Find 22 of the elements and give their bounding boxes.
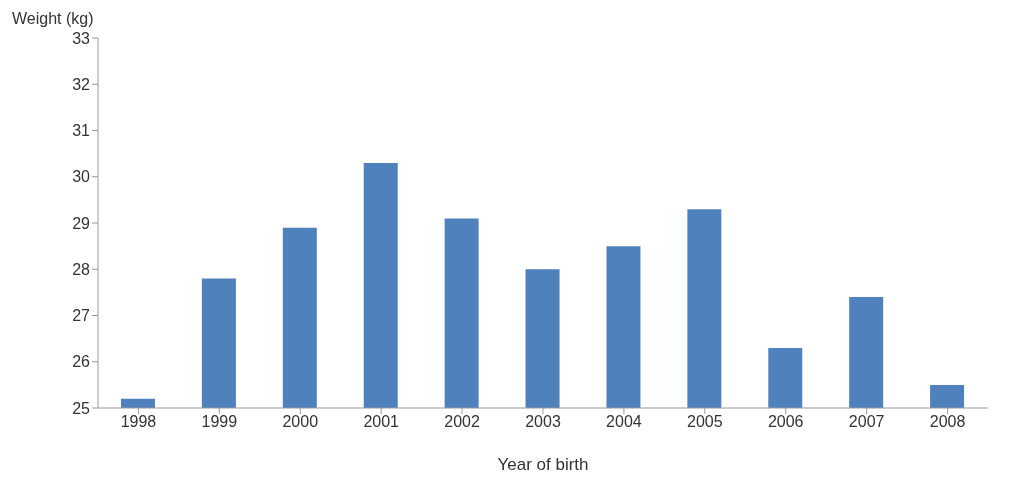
x-tick-label: 1999 xyxy=(201,413,238,431)
x-tick-label: 2002 xyxy=(444,413,480,431)
y-tick-label: 28 xyxy=(72,260,91,278)
x-axis-title: Year of birth xyxy=(497,455,589,474)
x-tick-label: 2008 xyxy=(929,413,966,431)
y-axis-title: Weight (kg) xyxy=(12,10,94,28)
y-tick-label: 30 xyxy=(72,168,91,186)
y-tick-label: 29 xyxy=(72,214,91,232)
x-tick-label: 1998 xyxy=(120,413,157,431)
x-tick-label: 2006 xyxy=(767,413,804,431)
y-tick-label: 32 xyxy=(72,75,91,93)
x-tick-label: 2003 xyxy=(525,413,561,431)
y-tick-label: 25 xyxy=(72,399,91,417)
y-tick-label: 31 xyxy=(72,122,91,140)
y-tick-label: 27 xyxy=(72,307,91,325)
y-tick-label: 26 xyxy=(72,353,91,371)
x-tick-label: 2000 xyxy=(282,413,319,431)
x-tick-label: 2005 xyxy=(687,413,723,431)
x-tick-label: 2001 xyxy=(363,413,400,431)
y-tick-label: 33 xyxy=(72,29,91,47)
x-tick-label: 2007 xyxy=(848,413,885,431)
x-tick-label: 2004 xyxy=(606,413,642,431)
